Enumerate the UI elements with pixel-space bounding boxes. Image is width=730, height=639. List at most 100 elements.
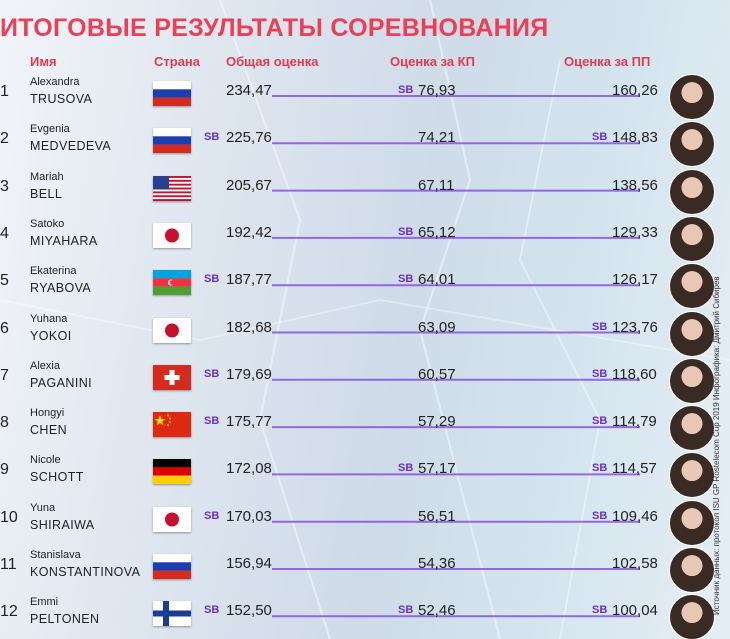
season-best-badge: SB [398, 225, 414, 238]
total-score: 172,08 [226, 460, 272, 478]
season-best-badge: SB [592, 415, 608, 428]
skater-first-name: Hongyi [30, 407, 65, 420]
skater-first-name: Satoko [30, 217, 65, 230]
total-score: 187,77 [226, 271, 272, 289]
season-best-badge: SB [398, 84, 414, 96]
japan-flag-icon [153, 317, 191, 343]
total-score: 175,77 [226, 413, 272, 431]
free-skate-score: 102,58 [612, 555, 658, 572]
skater-photo [669, 594, 715, 639]
rank-number: 8 [0, 414, 9, 432]
free-skate-score: 126,17 [612, 271, 658, 289]
rank-number: 9 [0, 461, 9, 479]
table-row: 10 Yuna SHIRAIWA SB 170,03 56,51 SB 109,… [0, 498, 715, 546]
short-program-score: 65,12 [418, 223, 456, 241]
rank-number: 5 [0, 272, 9, 290]
table-row: 5 Ekaterina RYABOVA SB 187,77 SB 64,01 1… [0, 261, 715, 310]
skater-last-name: YOKOI [30, 328, 72, 343]
season-best-badge: SB [204, 131, 220, 144]
free-skate-score: 118,60 [612, 365, 657, 383]
skater-photo [669, 310, 715, 357]
table-row: 2 Evgenia MEDVEDEVA SB 225,76 74,21 SB 1… [0, 119, 715, 168]
skater-photo [669, 547, 715, 593]
skater-photo [669, 263, 715, 310]
header-name: Имя [30, 54, 57, 69]
skater-photo [669, 168, 715, 215]
rank-number: 3 [0, 177, 9, 195]
skater-photo [669, 405, 715, 452]
table-row: 1 Alexandra TRUSOVA 234,47 SB 76,93 160,… [0, 72, 715, 120]
skater-last-name: RYABOVA [30, 281, 92, 296]
season-best-badge: SB [398, 462, 414, 475]
skater-first-name: Yuna [30, 501, 56, 514]
total-score: 170,03 [226, 507, 272, 525]
china-flag-icon [153, 412, 191, 438]
rank-number: 11 [0, 556, 17, 573]
header-country: Страна [154, 54, 201, 69]
table-row: 12 Emmi PELTONEN SB 152,50 SB 52,46 SB 1… [0, 592, 715, 639]
season-best-badge: SB [592, 367, 608, 380]
table-row: 7 Alexia PAGANINI SB 179,69 60,57 SB 118… [0, 356, 715, 404]
short-program-score: 54,36 [418, 555, 456, 572]
skater-photo [669, 215, 715, 262]
skater-last-name: KONSTANTINOVA [30, 565, 141, 579]
total-score: 182,68 [226, 318, 272, 336]
skater-first-name: Alexandra [30, 76, 80, 88]
season-best-badge: SB [398, 273, 414, 286]
japan-flag-icon [153, 222, 191, 248]
skater-first-name: Ekaterina [30, 265, 77, 278]
usa-flag-icon [153, 175, 191, 201]
season-best-badge: SB [204, 273, 220, 286]
skater-last-name: PAGANINI [30, 375, 93, 390]
total-score: 179,69 [226, 365, 272, 383]
season-best-badge: SB [398, 604, 414, 617]
skater-photo [669, 357, 715, 404]
table-row: 9 Nicole SCHOTT 172,08 SB 57,17 SB 114,5… [0, 450, 715, 499]
table-row: 11 Stanislava KONSTANTINOVA 156,94 54,36… [0, 545, 715, 593]
free-skate-score: 114,79 [612, 413, 657, 431]
season-best-badge: SB [592, 131, 608, 144]
skater-first-name: Evgenia [30, 123, 70, 136]
short-program-score: 76,93 [418, 82, 456, 99]
total-score: 205,67 [226, 176, 272, 194]
russia-flag-icon [153, 554, 191, 579]
free-skate-score: 160,26 [612, 82, 658, 99]
russia-flag-icon [153, 128, 191, 154]
short-program-score: 60,57 [418, 365, 456, 383]
source-credit: Источник данных: протокол ISU GP Rostele… [712, 276, 721, 615]
rank-number: 1 [0, 83, 9, 100]
skater-first-name: Stanislava [30, 549, 81, 561]
total-score: 152,50 [226, 602, 272, 620]
season-best-badge: SB [204, 509, 220, 522]
table-row: 6 Yuhana YOKOI 182,68 63,09 SB 123,76 [0, 309, 715, 357]
skater-first-name: Alexia [30, 359, 60, 372]
skater-photo [669, 499, 715, 546]
free-skate-score: 109,46 [612, 507, 658, 525]
short-program-score: 57,17 [418, 460, 456, 478]
skater-first-name: Nicole [30, 454, 61, 467]
skater-last-name: MEDVEDEVA [30, 139, 112, 154]
skater-last-name: MIYAHARA [30, 233, 98, 248]
skater-last-name: BELL [30, 186, 63, 201]
free-skate-score: 114,57 [612, 460, 657, 478]
free-skate-score: 100,04 [612, 602, 658, 620]
skater-photo [669, 452, 715, 499]
short-program-score: 56,51 [418, 507, 456, 525]
short-program-score: 57,29 [418, 413, 456, 431]
header-total: Общая оценка [226, 54, 319, 69]
season-best-badge: SB [592, 509, 608, 522]
total-score: 192,42 [226, 223, 272, 241]
table-row: 4 Satoko MIYAHARA 192,42 SB 65,12 129,33 [0, 214, 715, 262]
page-title: ИТОГОВЫЕ РЕЗУЛЬТАТЫ СОРЕВНОВАНИЯ [0, 14, 549, 42]
table-row: 8 Hongyi CHEN SB 175,77 57,29 SB 114,79 [0, 403, 715, 452]
finland-flag-icon [153, 601, 191, 627]
japan-flag-icon [153, 506, 191, 532]
russia-flag-icon [153, 81, 191, 106]
skater-photo [669, 74, 715, 120]
total-score: 156,94 [226, 555, 272, 572]
total-score: 234,47 [226, 82, 272, 99]
free-skate-score: 148,83 [612, 129, 658, 147]
skater-last-name: TRUSOVA [30, 92, 93, 106]
